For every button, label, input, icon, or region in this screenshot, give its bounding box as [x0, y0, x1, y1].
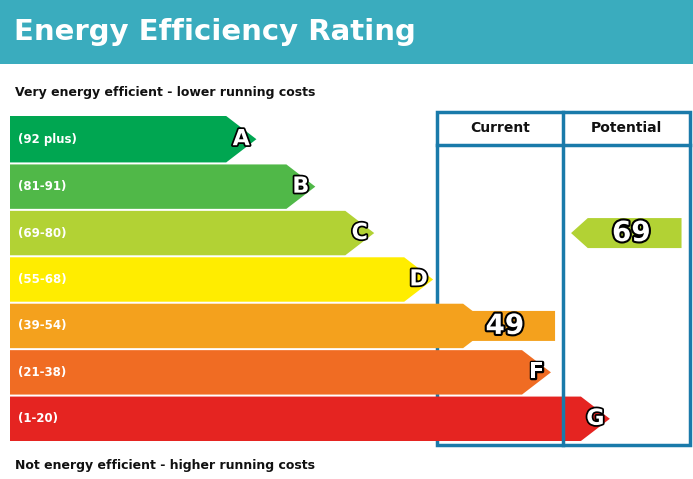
Polygon shape — [10, 164, 315, 209]
Text: E: E — [470, 316, 485, 336]
Text: 49: 49 — [486, 312, 524, 340]
Text: Very energy efficient - lower running costs: Very energy efficient - lower running co… — [15, 85, 315, 99]
Text: (21-38): (21-38) — [18, 366, 67, 379]
Text: Not energy efficient - higher running costs: Not energy efficient - higher running co… — [15, 458, 315, 471]
Polygon shape — [10, 257, 433, 302]
Polygon shape — [445, 311, 555, 341]
Polygon shape — [10, 211, 374, 255]
Text: (39-54): (39-54) — [18, 319, 67, 332]
Bar — [0, 0, 693, 64]
Text: G: G — [586, 409, 604, 429]
Text: Current: Current — [470, 121, 529, 135]
Polygon shape — [10, 350, 551, 395]
Text: F: F — [529, 362, 544, 382]
Polygon shape — [10, 397, 610, 441]
Polygon shape — [10, 116, 256, 162]
Bar — [437, 112, 690, 445]
Text: (92 plus): (92 plus) — [18, 133, 77, 146]
Text: C: C — [351, 223, 368, 243]
Text: A: A — [233, 129, 250, 149]
Text: (55-68): (55-68) — [18, 273, 67, 286]
Text: Energy Efficiency Rating: Energy Efficiency Rating — [14, 18, 416, 46]
Text: Potential: Potential — [590, 121, 662, 135]
Text: 69: 69 — [612, 219, 651, 247]
Text: (69-80): (69-80) — [18, 227, 67, 240]
Text: (1-20): (1-20) — [18, 412, 58, 425]
Text: D: D — [410, 270, 428, 289]
Polygon shape — [10, 304, 492, 348]
Polygon shape — [571, 218, 681, 248]
Text: B: B — [292, 177, 309, 197]
Text: (81-91): (81-91) — [18, 180, 67, 193]
